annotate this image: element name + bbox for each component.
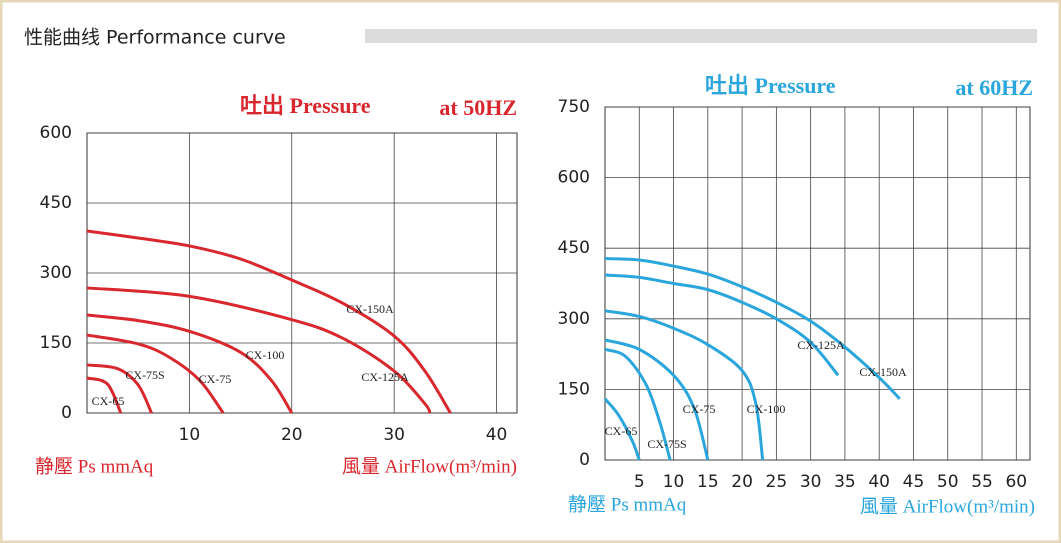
- x-tick-label: 30: [383, 425, 405, 445]
- y-tick-label: 150: [40, 333, 72, 353]
- header-title: 性能曲线 Performance curve: [24, 27, 286, 49]
- y-tick-label: 0: [579, 450, 590, 470]
- x-axis-label: 風量 AirFlow(m³/min): [860, 496, 1035, 517]
- x-axis-label: 風量 AirFlow(m³/min): [342, 456, 517, 477]
- x-tick-label: 5: [634, 472, 645, 492]
- x-tick-label: 15: [697, 472, 719, 492]
- annotation: at 60HZ: [955, 75, 1033, 100]
- x-tick-label: 40: [486, 425, 508, 445]
- x-tick-label: 50: [937, 472, 959, 492]
- curve-label: CX-125A: [361, 370, 409, 384]
- curve: [603, 397, 641, 461]
- y-tick-label: 600: [558, 168, 590, 188]
- x-tick-label: 35: [834, 472, 856, 492]
- curve: [86, 229, 452, 414]
- x-tick-label: 20: [731, 472, 753, 492]
- x-tick-label: 10: [179, 425, 201, 445]
- curve-label: CX-100: [747, 402, 786, 416]
- curve-label: CX-65: [92, 394, 125, 408]
- curve: [86, 333, 225, 414]
- chart-title: 吐出 Pressure: [705, 73, 836, 98]
- curve-label: CX-75: [683, 402, 716, 416]
- x-tick-label: 60: [1005, 472, 1027, 492]
- curve-label: CX-75: [199, 372, 232, 386]
- curve-label: CX-150A: [859, 365, 907, 379]
- curve-label: CX-125A: [797, 338, 845, 352]
- curve-label: CX-65: [605, 424, 638, 438]
- annotation: at 50HZ: [439, 95, 517, 120]
- y-axis-label: 静壓 Ps mmAq: [568, 493, 687, 515]
- y-tick-label: 300: [40, 263, 72, 283]
- curve: [86, 286, 432, 414]
- y-tick-label: 300: [558, 309, 590, 329]
- y-axis-label: 静壓 Ps mmAq: [35, 455, 154, 477]
- curve-label: CX-100: [246, 348, 285, 362]
- y-tick-label: 150: [558, 379, 590, 399]
- y-tick-label: 750: [558, 97, 590, 117]
- y-tick-label: 600: [40, 123, 72, 143]
- curve: [604, 273, 840, 377]
- curve: [86, 363, 153, 414]
- curve-label: CX-75S: [647, 437, 686, 451]
- header-bar: [365, 29, 1037, 43]
- x-tick-label: 45: [903, 472, 925, 492]
- curve: [604, 257, 901, 400]
- y-tick-label: 0: [61, 403, 72, 423]
- x-tick-label: 55: [971, 472, 993, 492]
- curve-label: CX-75S: [125, 368, 164, 382]
- curve: [604, 309, 765, 461]
- chart-title: 吐出 Pressure: [240, 93, 371, 118]
- x-tick-label: 40: [868, 472, 890, 492]
- curve: [86, 313, 294, 414]
- y-tick-label: 450: [40, 193, 72, 213]
- x-tick-label: 30: [800, 472, 822, 492]
- curve-label: CX-150A: [346, 302, 394, 316]
- x-tick-label: 25: [766, 472, 788, 492]
- curve: [604, 347, 672, 461]
- x-tick-label: 10: [663, 472, 685, 492]
- y-tick-label: 450: [558, 238, 590, 258]
- curve: [604, 338, 710, 461]
- curve: [86, 376, 123, 414]
- x-tick-label: 20: [281, 425, 303, 445]
